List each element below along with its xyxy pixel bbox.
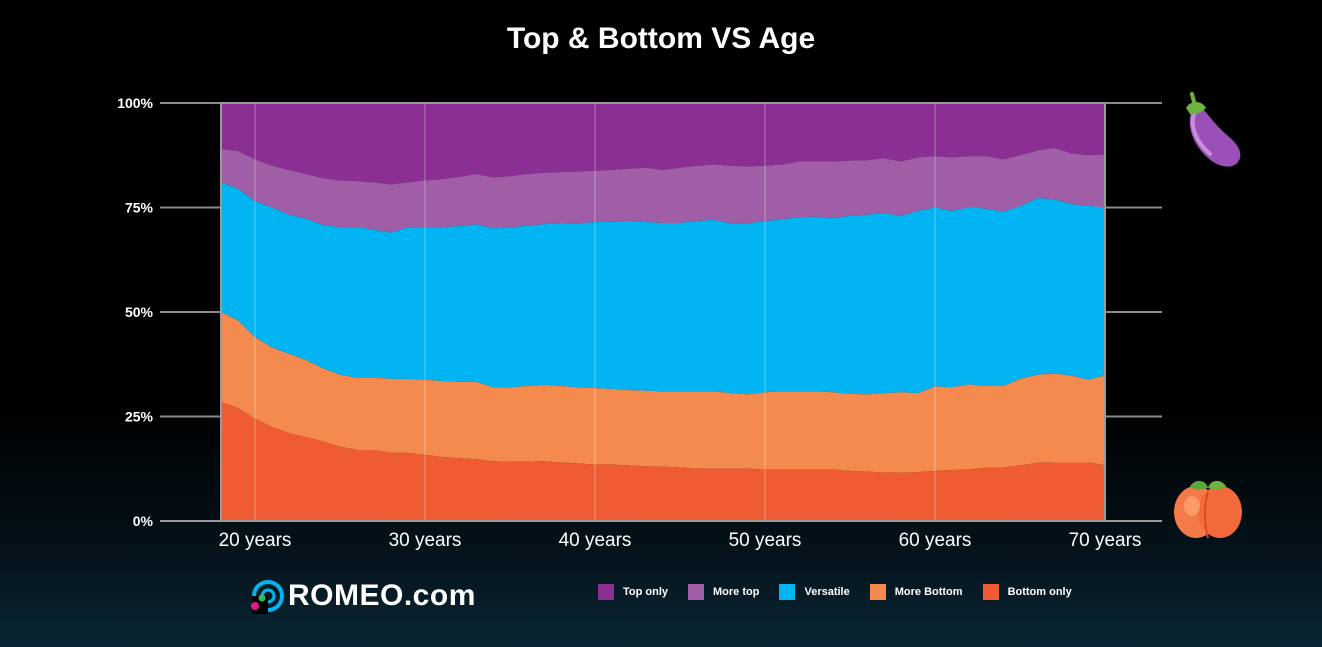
legend-label: Top only	[623, 586, 669, 598]
romeo-logo: ROMEO .com	[248, 576, 476, 616]
legend-swatch-versatile	[779, 584, 796, 600]
x-tick-label: 60 years	[899, 530, 972, 551]
x-tick-label: 70 years	[1069, 530, 1142, 551]
chart-title: Top & Bottom VS Age	[506, 22, 816, 55]
legend-item-versatile: Versatile	[779, 584, 850, 600]
brand-suffix: .com	[403, 579, 476, 612]
peach-icon	[1174, 480, 1242, 539]
legend-item-top-only: Top only	[598, 584, 668, 600]
legend-label: More top	[713, 586, 760, 598]
legend-label: Versatile	[804, 586, 850, 598]
area-more-top	[221, 147, 1105, 233]
legend-swatch-more-top	[688, 584, 705, 600]
area-bottom-only	[221, 401, 1105, 521]
area-top-only	[221, 103, 1105, 185]
x-tick-label: 20 years	[219, 530, 292, 551]
brand-name: ROMEO	[288, 579, 404, 612]
romeo-logo-icon	[251, 580, 284, 614]
y-tick-label: 50%	[125, 304, 154, 320]
area-versatile	[221, 182, 1105, 395]
y-tick-label: 100%	[117, 95, 153, 111]
y-tick-label: 25%	[125, 409, 154, 425]
legend-item-more-top: More top	[688, 584, 759, 600]
legend-swatch-bottom-only	[982, 584, 999, 600]
area-more-bottom	[221, 312, 1105, 473]
legend-swatch-more-bottom	[869, 584, 886, 600]
x-tick-label: 50 years	[729, 530, 802, 551]
legend-label: More Bottom	[894, 586, 963, 598]
y-tick-label: 0%	[133, 513, 154, 529]
eggplant-icon	[1186, 92, 1241, 167]
x-tick-label: 40 years	[559, 530, 632, 551]
legend-label: Bottom only	[1007, 586, 1072, 598]
y-tick-label: 75%	[125, 200, 154, 216]
x-tick-label: 30 years	[389, 530, 462, 551]
chart-legend: Top only More top Versatile More Bottom …	[598, 584, 1092, 600]
legend-swatch-top-only	[598, 584, 614, 600]
legend-item-more-bottom: More Bottom	[869, 584, 963, 600]
legend-item-bottom-only: Bottom only	[982, 584, 1072, 600]
